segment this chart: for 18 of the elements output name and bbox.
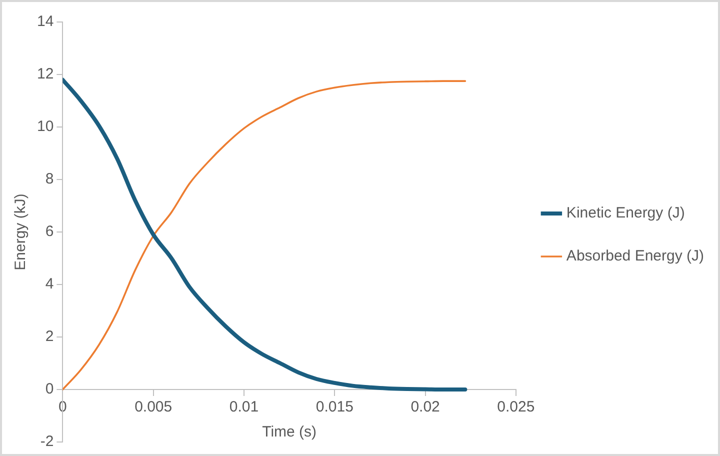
y-tick-label: 14 [36,13,54,30]
x-tick-label: 0.005 [134,398,172,416]
y-tick-label: 0 [45,380,54,398]
y-tick-label: 6 [45,223,54,240]
legend-label: Absorbed Energy (J) [566,248,704,265]
y-axis-title: Energy (kJ) [12,194,30,270]
x-tick-label: 0.025 [497,398,535,416]
y-tick-label: 8 [45,170,54,188]
y-tick-label: 12 [36,66,54,83]
x-tick-label: 0.01 [229,398,259,416]
x-tick-label: 0.015 [316,398,354,416]
y-tick-label: -2 [40,433,54,450]
legend-label: Kinetic Energy (J) [566,204,685,222]
y-tick-label: 4 [45,276,54,293]
x-axis-title: Time (s) [262,424,317,441]
x-tick-label: 0.02 [410,398,440,416]
y-tick-label: 2 [45,328,54,346]
y-tick-label: 10 [36,118,54,136]
